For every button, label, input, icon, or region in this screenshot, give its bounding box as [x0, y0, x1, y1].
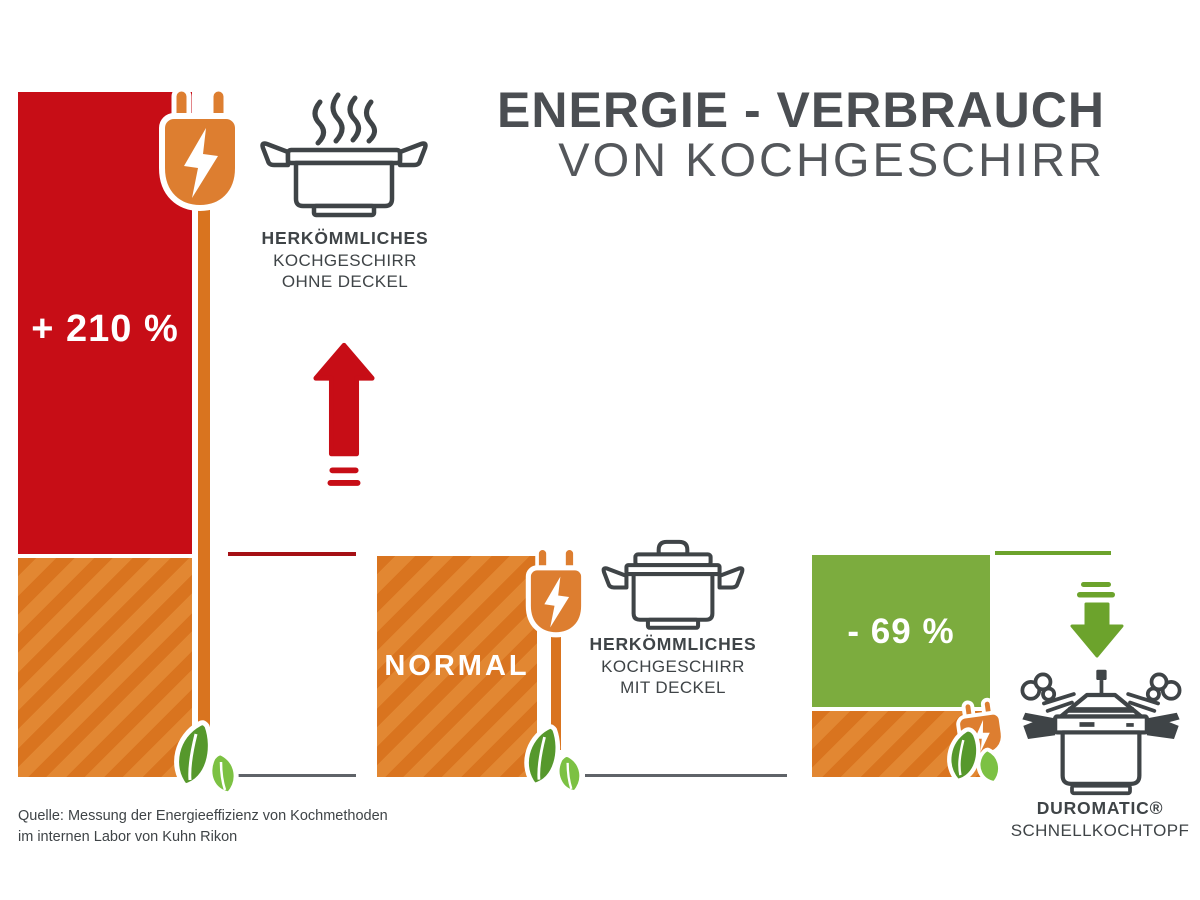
bar-mit-deckel: [377, 556, 537, 777]
caption-line: SCHNELLKOCHTOPF: [1010, 820, 1190, 840]
caption-line: KOCHGESCHIRR: [273, 250, 417, 270]
bar-duromatic-savings: [812, 555, 990, 707]
power-cable: [548, 618, 564, 750]
normal-level-line-red: [228, 552, 356, 556]
caption-duromatic: DUROMATIC® SCHNELLKOCHTOPF: [990, 798, 1200, 841]
pot-with-lid-icon: [596, 534, 750, 641]
page-title: ENERGIE - VERBRAUCH VON KOCHGESCHIRR: [455, 84, 1105, 185]
caption-line: HERKÖMMLICHES: [589, 634, 757, 654]
power-plug-icon: [518, 546, 594, 645]
source-note: Quelle: Messung der Energieeffizienz von…: [18, 806, 438, 848]
lightning-bolt-icon: [544, 576, 570, 628]
value-duromatic: - 69 %: [847, 612, 955, 651]
arrow-down-icon: [1068, 582, 1126, 660]
baseline-middle: [585, 774, 787, 777]
pot-without-lid-icon: [258, 90, 430, 220]
leaves-icon: [514, 722, 588, 802]
leaves-icon: [163, 718, 243, 804]
caption-line: KOCHGESCHIRR: [601, 656, 745, 676]
bar-ohne-deckel-base: [18, 558, 192, 777]
caption-line: DUROMATIC®: [1036, 798, 1164, 818]
pressure-cooker-icon: [1012, 666, 1190, 797]
caption-mit-deckel: HERKÖMMLICHES KOCHGESCHIRR MIT DECKEL: [563, 634, 783, 698]
lightning-bolt-icon: [974, 719, 990, 752]
source-line: im internen Labor von Kuhn Rikon: [18, 829, 238, 846]
steam-icon: [1126, 672, 1182, 713]
value-mit-deckel: NORMAL: [384, 650, 530, 682]
normal-level-line-green: [995, 551, 1111, 555]
power-plug-icon: [148, 86, 252, 222]
caption-line: MIT DECKEL: [620, 677, 726, 697]
caption-line: OHNE DECKEL: [281, 271, 409, 291]
plug-with-leaves-icon: [938, 694, 1012, 794]
arrow-up-icon: [312, 340, 376, 496]
baseline-left: [228, 774, 356, 777]
source-line: Quelle: Messung der Energieeffizienz von…: [18, 808, 388, 824]
caption-line: HERKÖMMLICHES: [261, 228, 429, 248]
lightning-bolt-icon: [184, 128, 218, 198]
power-cable: [195, 202, 213, 754]
title-line-1: ENERGIE - VERBRAUCH: [497, 82, 1105, 138]
value-ohne-deckel: + 210 %: [31, 308, 179, 350]
steam-icon: [1020, 672, 1076, 713]
caption-ohne-deckel: HERKÖMMLICHES KOCHGESCHIRR OHNE DECKEL: [240, 228, 450, 292]
title-line-2: VON KOCHGESCHIRR: [558, 133, 1105, 186]
steam-icon: [312, 92, 377, 146]
